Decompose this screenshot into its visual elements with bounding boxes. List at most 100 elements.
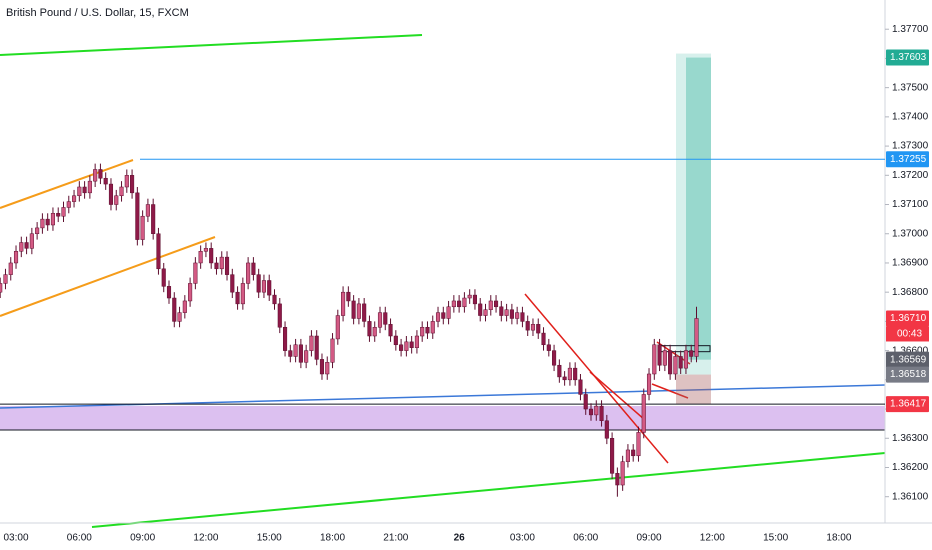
candle-body: [298, 344, 303, 363]
candle-body: [652, 344, 657, 375]
y-tick-label: 1.37000: [892, 228, 929, 239]
candle-body: [224, 256, 230, 275]
position-loss: [676, 374, 711, 405]
candle-body: [620, 461, 625, 486]
candle-body: [61, 207, 66, 217]
candle-body: [588, 408, 594, 416]
y-tick-label: 1.37400: [892, 112, 929, 123]
candle-body: [520, 312, 525, 322]
countdown: 00:43: [897, 329, 922, 340]
candle-body: [93, 169, 98, 182]
x-tick-label: 09:00: [130, 533, 155, 544]
x-tick-label: 09:00: [637, 533, 662, 544]
candle-body: [467, 294, 472, 299]
candle-body: [24, 242, 29, 249]
candle-body: [351, 300, 356, 319]
candle-body: [277, 303, 282, 328]
candle-body: [335, 315, 340, 340]
candle-body: [341, 291, 346, 316]
candle-body: [409, 341, 414, 348]
candle-body: [504, 309, 509, 316]
candle-body: [66, 201, 71, 208]
candle-body: [161, 268, 166, 287]
candle-body: [414, 335, 419, 348]
candle-body: [525, 321, 530, 331]
candle-body: [662, 350, 667, 366]
candle-body: [694, 318, 699, 357]
chart-title: British Pound / U.S. Dollar, 15, FXCM: [6, 7, 189, 19]
candle-body: [8, 262, 13, 275]
candle-body: [135, 192, 140, 240]
candle-body: [599, 405, 604, 421]
x-tick-label: 12:00: [193, 533, 218, 544]
candle-body: [214, 262, 219, 270]
price-label-bg: [886, 49, 929, 66]
candle-body: [108, 183, 114, 205]
candle-body: [3, 274, 8, 284]
candle-body: [673, 356, 678, 375]
candle-body: [272, 294, 277, 305]
candle-body: [35, 227, 40, 234]
candle-body: [646, 373, 652, 395]
candle-body: [198, 251, 203, 264]
candle-body: [304, 350, 309, 363]
candle-body: [40, 218, 45, 229]
y-tick-label: 1.36200: [892, 462, 929, 473]
candle-body: [689, 350, 694, 357]
candle-body: [546, 344, 551, 351]
candle-body: [552, 350, 557, 366]
zone: [0, 406, 885, 430]
price-label: 1.37255: [890, 154, 927, 165]
candle-body: [72, 195, 77, 202]
candle-body: [573, 367, 578, 381]
x-tick-label: 03:00: [4, 533, 29, 544]
y-tick-label: 1.37100: [892, 199, 929, 210]
candle-body: [641, 394, 646, 433]
y-tick-label: 1.36600: [892, 345, 929, 356]
trend-line: [0, 34, 423, 56]
drawings: [0, 0, 932, 528]
candle-body: [166, 286, 172, 299]
candle-body: [119, 186, 124, 197]
y-tick-label: 1.37500: [892, 82, 929, 93]
candle-body: [130, 175, 135, 194]
candles: [0, 163, 699, 497]
price-label: 1.36417: [890, 399, 927, 410]
candle-body: [172, 297, 177, 322]
candle-body: [430, 321, 435, 334]
candle-body: [103, 177, 108, 185]
candle-body: [56, 213, 61, 217]
candle-body: [156, 233, 161, 270]
candle-body: [29, 233, 34, 249]
candle-body: [483, 309, 488, 316]
candle-body: [13, 251, 19, 264]
candle-body: [509, 309, 514, 319]
candle-body: [631, 449, 636, 457]
candle-body: [145, 204, 150, 217]
candle-body: [0, 283, 3, 293]
x-tick-label: 21:00: [383, 533, 408, 544]
candle-body: [541, 332, 546, 346]
price-label-bg: [886, 396, 929, 413]
candle-body: [399, 344, 404, 351]
x-tick-label: 15:00: [257, 533, 282, 544]
candle-body: [246, 262, 251, 284]
candle-body: [362, 303, 367, 322]
candle-body: [678, 356, 683, 369]
candle-body: [261, 280, 266, 293]
position-profit: [686, 57, 711, 360]
x-tick-label: 18:00: [826, 533, 851, 544]
candle-body: [235, 291, 240, 305]
candle-body: [256, 274, 261, 293]
candle-body: [193, 262, 198, 284]
candle-body: [562, 376, 567, 381]
candle-body: [604, 420, 609, 439]
trend-line: [0, 236, 216, 317]
candle-body: [383, 312, 388, 325]
trend-line: [589, 371, 646, 421]
candle-body: [683, 350, 689, 369]
candle-body: [393, 335, 398, 346]
price-label-bg: [886, 366, 929, 383]
x-tick-label: 15:00: [763, 533, 788, 544]
